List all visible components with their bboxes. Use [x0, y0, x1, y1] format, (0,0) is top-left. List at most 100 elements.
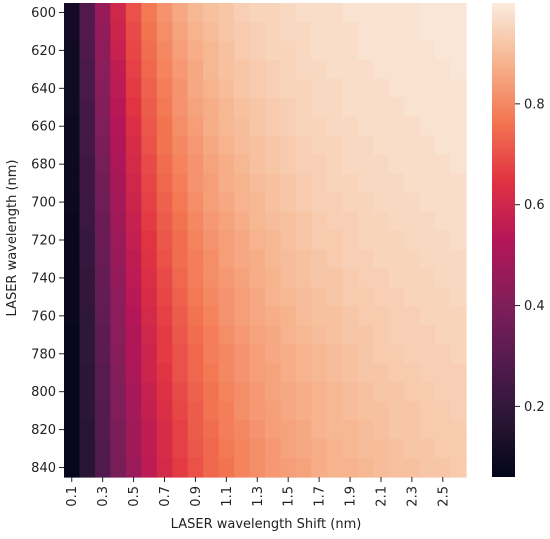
- heatmap-cell: [141, 3, 158, 23]
- heatmap-cell: [203, 401, 220, 421]
- heatmap-cell: [419, 173, 436, 194]
- heatmap-cell: [156, 363, 173, 383]
- heatmap-cell: [125, 382, 142, 402]
- colorbar-tick-label: 0.6: [524, 198, 545, 213]
- heatmap-cell: [342, 192, 359, 213]
- heatmap-cell: [342, 458, 359, 478]
- heatmap-cell: [419, 382, 436, 402]
- y-tick-label: 660: [31, 120, 56, 135]
- x-tick-label: 0.7: [158, 486, 173, 507]
- heatmap-cell: [435, 135, 452, 156]
- heatmap-cell: [172, 78, 189, 99]
- heatmap-cell: [94, 116, 111, 137]
- heatmap-cell: [94, 268, 111, 288]
- heatmap-cell: [218, 135, 235, 156]
- heatmap-cell: [342, 21, 359, 42]
- heatmap-cell: [265, 382, 282, 402]
- heatmap-cell: [249, 173, 266, 194]
- heatmap-cell: [435, 116, 452, 137]
- heatmap-cell: [125, 3, 142, 23]
- heatmap-cell: [141, 458, 158, 478]
- heatmap-cell: [450, 3, 467, 23]
- heatmap-cell: [342, 97, 359, 118]
- heatmap-cell: [326, 21, 343, 42]
- heatmap-cell: [326, 154, 343, 175]
- heatmap-cell: [141, 420, 158, 440]
- heatmap-cell: [404, 249, 421, 270]
- heatmap-cell: [373, 211, 390, 232]
- heatmap-cell: [110, 420, 127, 440]
- heatmap-cell: [280, 40, 297, 61]
- heatmap-cell: [172, 382, 189, 402]
- heatmap-cell: [64, 249, 81, 270]
- heatmap-cell: [265, 116, 282, 137]
- heatmap-cell: [187, 154, 204, 175]
- heatmap-cell: [110, 325, 127, 345]
- heatmap-cell: [373, 458, 390, 478]
- heatmap-cell: [357, 135, 374, 156]
- heatmap-cell: [64, 401, 81, 421]
- heatmap-cell: [373, 97, 390, 118]
- heatmap-cell: [234, 116, 251, 137]
- heatmap-cell: [125, 230, 142, 251]
- heatmap-cell: [295, 211, 312, 232]
- heatmap-cell: [156, 420, 173, 440]
- heatmap-cell: [311, 59, 328, 80]
- heatmap-cell: [450, 78, 467, 99]
- heatmap-cell: [388, 401, 405, 421]
- heatmap-cell: [187, 211, 204, 232]
- heatmap-cell: [373, 344, 390, 364]
- heatmap-cell: [110, 268, 127, 288]
- heatmap-cell: [419, 154, 436, 175]
- heatmap-cell: [357, 306, 374, 326]
- heatmap-cell: [203, 344, 220, 364]
- heatmap-cell: [388, 249, 405, 270]
- heatmap-cell: [110, 78, 127, 99]
- heatmap-cell: [141, 230, 158, 251]
- heatmap-cell: [404, 306, 421, 326]
- colorbar: [492, 3, 515, 477]
- heatmap-cell: [187, 116, 204, 137]
- heatmap-cell: [388, 458, 405, 478]
- heatmap-cell: [125, 116, 142, 137]
- heatmap-cell: [342, 40, 359, 61]
- heatmap-cell: [125, 21, 142, 42]
- heatmap-cell: [450, 192, 467, 213]
- heatmap-cell: [311, 439, 328, 459]
- heatmap-cell: [419, 287, 436, 307]
- heatmap-cell: [311, 325, 328, 345]
- heatmap-cell: [419, 325, 436, 345]
- heatmap-cell: [110, 40, 127, 61]
- heatmap-cell: [203, 458, 220, 478]
- heatmap-cell: [125, 325, 142, 345]
- heatmap-cell: [125, 154, 142, 175]
- heatmap-cell: [110, 59, 127, 80]
- heatmap-cell: [326, 249, 343, 270]
- heatmap-cell: [79, 287, 96, 307]
- heatmap-cell: [280, 420, 297, 440]
- heatmap-cell: [280, 458, 297, 478]
- heatmap-cell: [187, 306, 204, 326]
- heatmap-cell: [94, 344, 111, 364]
- heatmap-cell: [450, 135, 467, 156]
- heatmap-cell: [234, 439, 251, 459]
- heatmap-cell: [342, 211, 359, 232]
- heatmap-cell: [79, 59, 96, 80]
- y-tick-label: 620: [31, 44, 56, 59]
- heatmap-cell: [156, 249, 173, 270]
- heatmap-cell: [64, 192, 81, 213]
- heatmap-cell: [404, 78, 421, 99]
- heatmap-cell: [218, 249, 235, 270]
- heatmap-cell: [234, 59, 251, 80]
- heatmap-cell: [404, 154, 421, 175]
- heatmap-cell: [326, 382, 343, 402]
- heatmap-cell: [419, 116, 436, 137]
- heatmap-cell: [373, 268, 390, 288]
- heatmap-cell: [218, 154, 235, 175]
- heatmap-cell: [64, 420, 81, 440]
- heatmap-cell: [218, 59, 235, 80]
- heatmap-cell: [311, 192, 328, 213]
- heatmap-cell: [373, 40, 390, 61]
- heatmap-cell: [265, 363, 282, 383]
- heatmap-cell: [218, 211, 235, 232]
